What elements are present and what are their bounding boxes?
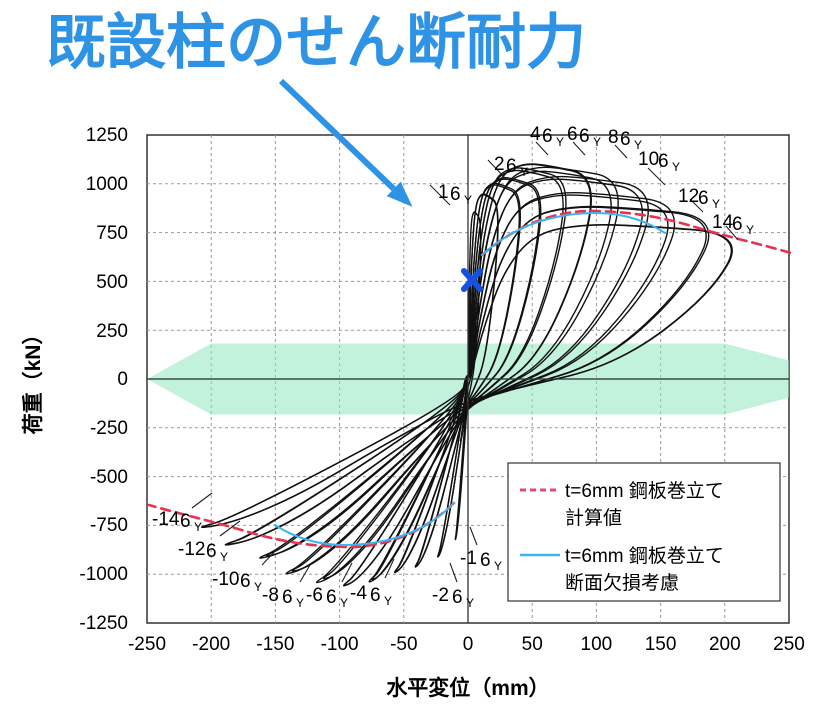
svg-text:Y: Y [296,596,304,610]
svg-text:-100: -100 [321,634,359,655]
svg-text:-8: -8 [262,585,279,606]
svg-text:50: 50 [522,634,543,655]
svg-text:150: 150 [645,634,677,655]
svg-text:6: 6 [732,214,743,235]
svg-text:-750: -750 [90,515,128,536]
svg-text:500: 500 [96,272,128,293]
svg-text:-4: -4 [350,583,367,604]
svg-text:6: 6 [452,587,463,608]
svg-text:6: 6 [579,126,590,147]
svg-text:6: 6 [240,571,251,592]
svg-text:Y: Y [556,135,564,149]
svg-text:Y: Y [746,223,754,237]
svg-text:Y: Y [520,165,528,179]
svg-text:-14: -14 [152,509,180,530]
svg-text:2: 2 [494,154,505,175]
svg-text:-12: -12 [178,539,205,560]
svg-text:-1: -1 [460,548,477,569]
svg-text:6: 6 [180,511,191,532]
svg-text:1250: 1250 [86,125,128,146]
svg-text:6: 6 [480,550,491,571]
svg-text:Y: Y [340,596,348,610]
svg-text:-10: -10 [212,569,239,590]
svg-text:Y: Y [672,160,680,174]
svg-text:-250: -250 [90,418,128,439]
svg-text:-1250: -1250 [79,613,128,634]
svg-text:250: 250 [96,321,128,342]
svg-text:6: 6 [326,587,337,608]
svg-text:14: 14 [712,212,734,233]
svg-text:Y: Y [494,559,502,573]
svg-text:6: 6 [450,184,461,205]
svg-text:10: 10 [638,149,659,170]
svg-text:-150: -150 [256,634,294,655]
svg-text:-500: -500 [90,467,128,488]
svg-text:-2: -2 [432,585,449,606]
svg-text:断面欠損考慮: 断面欠損考慮 [565,572,679,594]
svg-text:250: 250 [773,634,805,655]
svg-text:4: 4 [530,124,541,145]
svg-text:t=6mm 鋼板巻立て: t=6mm 鋼板巻立て [565,545,724,567]
svg-text:12: 12 [678,186,699,207]
svg-text:-200: -200 [192,634,230,655]
svg-text:荷重（kN）: 荷重（kN） [21,324,45,435]
svg-text:750: 750 [96,223,128,244]
svg-text:1: 1 [438,182,449,203]
svg-text:-6: -6 [306,585,323,606]
svg-text:Y: Y [593,135,601,149]
svg-text:Y: Y [466,596,474,610]
svg-text:6: 6 [620,129,631,150]
svg-text:1000: 1000 [86,174,128,195]
svg-text:t=6mm 鋼板巻立て: t=6mm 鋼板巻立て [565,480,724,502]
svg-text:Y: Y [254,580,262,594]
svg-text:計算値: 計算値 [565,507,622,529]
svg-text:6: 6 [370,585,381,606]
svg-text:Y: Y [194,520,202,534]
svg-text:6: 6 [658,151,669,172]
svg-text:-50: -50 [390,634,417,655]
svg-text:-1000: -1000 [79,564,128,585]
svg-text:Y: Y [220,550,228,564]
svg-text:6: 6 [567,124,578,145]
svg-text:既設柱のせん断耐力: 既設柱のせん断耐力 [46,9,586,76]
svg-text:6: 6 [698,188,709,209]
svg-text:100: 100 [581,634,613,655]
svg-text:-250: -250 [128,634,166,655]
svg-text:Y: Y [712,197,720,211]
svg-text:0: 0 [117,369,128,390]
svg-text:6: 6 [542,126,553,147]
svg-text:200: 200 [709,634,741,655]
svg-text:6: 6 [282,587,293,608]
svg-text:6: 6 [206,541,217,562]
svg-text:水平変位（mm）: 水平変位（mm） [386,676,549,700]
svg-text:Y: Y [384,594,392,608]
svg-text:6: 6 [506,156,517,177]
svg-text:8: 8 [608,127,619,148]
svg-text:0: 0 [463,634,474,655]
svg-text:Y: Y [464,193,472,207]
